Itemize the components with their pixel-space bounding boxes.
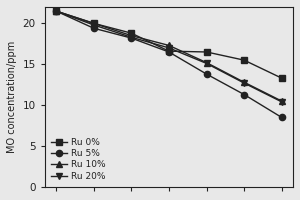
Ru 20% bbox=[205, 62, 208, 65]
Ru 20% bbox=[54, 10, 58, 12]
Ru 20% bbox=[242, 82, 246, 84]
Ru 20% bbox=[280, 101, 284, 103]
Ru 0% bbox=[54, 10, 58, 12]
Ru 0% bbox=[280, 77, 284, 79]
Ru 20% bbox=[92, 24, 95, 26]
Ru 0% bbox=[92, 22, 95, 25]
Ru 0% bbox=[205, 51, 208, 53]
Ru 5% bbox=[242, 93, 246, 96]
Ru 0% bbox=[130, 32, 133, 34]
Ru 10% bbox=[54, 10, 58, 12]
Y-axis label: MO concentration/ppm: MO concentration/ppm bbox=[7, 41, 17, 153]
Ru 20% bbox=[167, 47, 171, 49]
Ru 10% bbox=[280, 100, 284, 102]
Ru 0% bbox=[167, 50, 171, 52]
Legend: Ru 0%, Ru 5%, Ru 10%, Ru 20%: Ru 0%, Ru 5%, Ru 10%, Ru 20% bbox=[49, 136, 107, 183]
Ru 10% bbox=[242, 81, 246, 83]
Ru 5% bbox=[54, 10, 58, 12]
Ru 5% bbox=[167, 51, 171, 53]
Ru 5% bbox=[92, 27, 95, 29]
Line: Ru 10%: Ru 10% bbox=[53, 8, 285, 104]
Ru 0% bbox=[242, 59, 246, 61]
Ru 10% bbox=[167, 44, 171, 47]
Ru 10% bbox=[205, 61, 208, 64]
Ru 10% bbox=[92, 22, 95, 25]
Line: Ru 5%: Ru 5% bbox=[53, 8, 285, 121]
Ru 5% bbox=[280, 116, 284, 119]
Ru 5% bbox=[130, 37, 133, 39]
Ru 5% bbox=[205, 73, 208, 75]
Ru 20% bbox=[130, 36, 133, 38]
Line: Ru 20%: Ru 20% bbox=[53, 8, 285, 105]
Line: Ru 0%: Ru 0% bbox=[53, 8, 285, 81]
Ru 10% bbox=[130, 34, 133, 37]
